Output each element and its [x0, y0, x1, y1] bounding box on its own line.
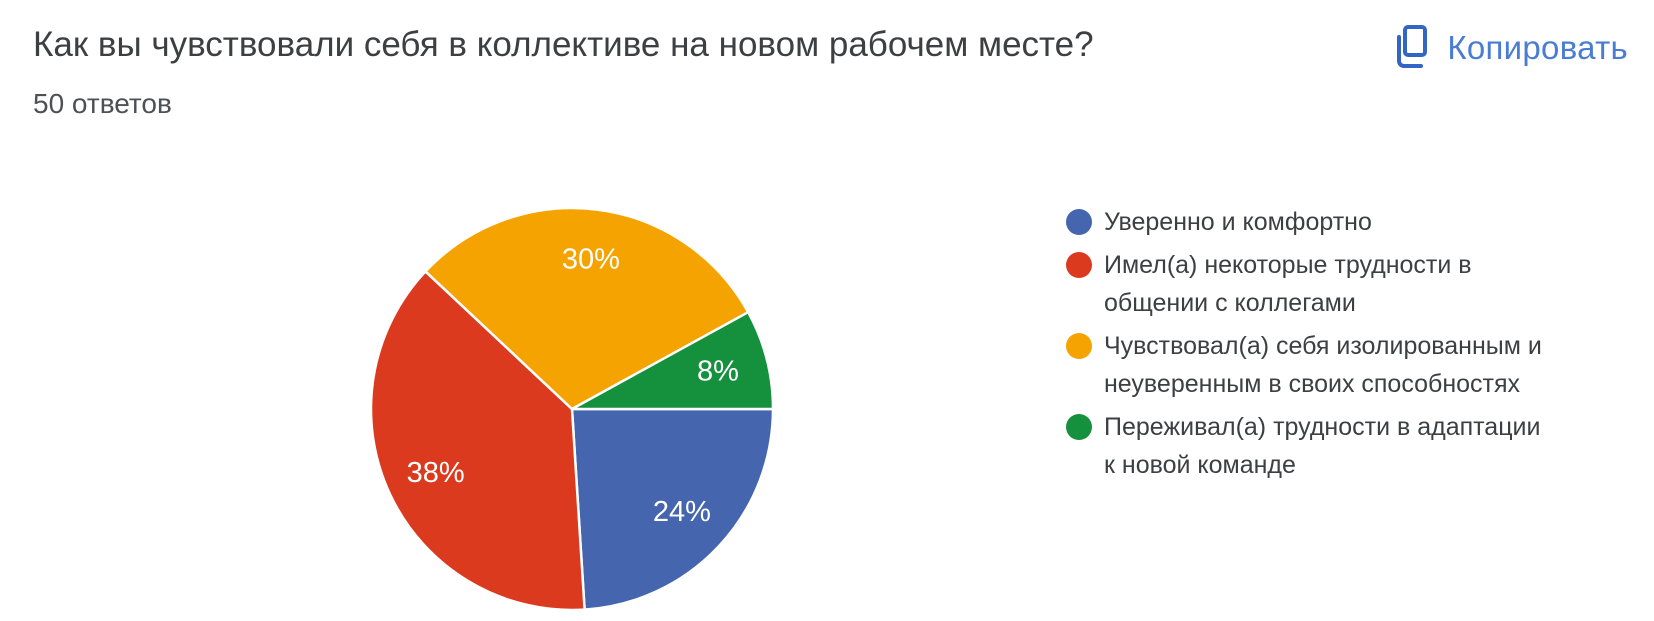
- copy-icon: [1393, 24, 1428, 71]
- legend-item-2: Чувствовал(а) себя изолированным и неуве…: [1066, 327, 1544, 403]
- pie-slice-value-label: 8%: [697, 356, 739, 388]
- pie-slice-value-label: 30%: [562, 243, 620, 275]
- legend-label: Переживал(а) трудности в адаптации к нов…: [1104, 413, 1541, 479]
- legend-swatch-icon: [1066, 333, 1092, 359]
- response-count: 50 ответов: [33, 88, 172, 119]
- chart-legend: Уверенно и комфортно Имел(а) некоторые тр…: [1066, 203, 1544, 484]
- pie-slice-value-label: 24%: [653, 496, 711, 528]
- legend-item-3: Переживал(а) трудности в адаптации к нов…: [1066, 408, 1544, 484]
- question-title: Как вы чувствовали себя в коллективе на …: [33, 25, 1094, 64]
- legend-label: Чувствовал(а) себя изолированным и неуве…: [1104, 332, 1542, 398]
- legend-item-1: Имел(а) некоторые трудности в общении с …: [1066, 246, 1544, 322]
- pie-slice-value-label: 38%: [407, 457, 465, 489]
- legend-label: Имел(а) некоторые трудности в общении с …: [1104, 251, 1472, 317]
- pie-slice-2[interactable]: [424, 206, 750, 411]
- pie-slice-1[interactable]: [369, 270, 586, 612]
- pie-slice-0[interactable]: [570, 407, 775, 611]
- legend-label: Уверенно и комфортно: [1104, 208, 1372, 236]
- pie-slice-3[interactable]: [570, 310, 775, 411]
- legend-swatch-icon: [1066, 209, 1092, 235]
- pie-chart: 24% 38% 30% 8%: [369, 206, 775, 612]
- copy-button[interactable]: Копировать: [1389, 18, 1632, 77]
- legend-item-0: Уверенно и комфортно: [1066, 203, 1544, 241]
- legend-swatch-icon: [1066, 252, 1092, 278]
- copy-button-label: Копировать: [1447, 28, 1628, 66]
- legend-swatch-icon: [1066, 414, 1092, 440]
